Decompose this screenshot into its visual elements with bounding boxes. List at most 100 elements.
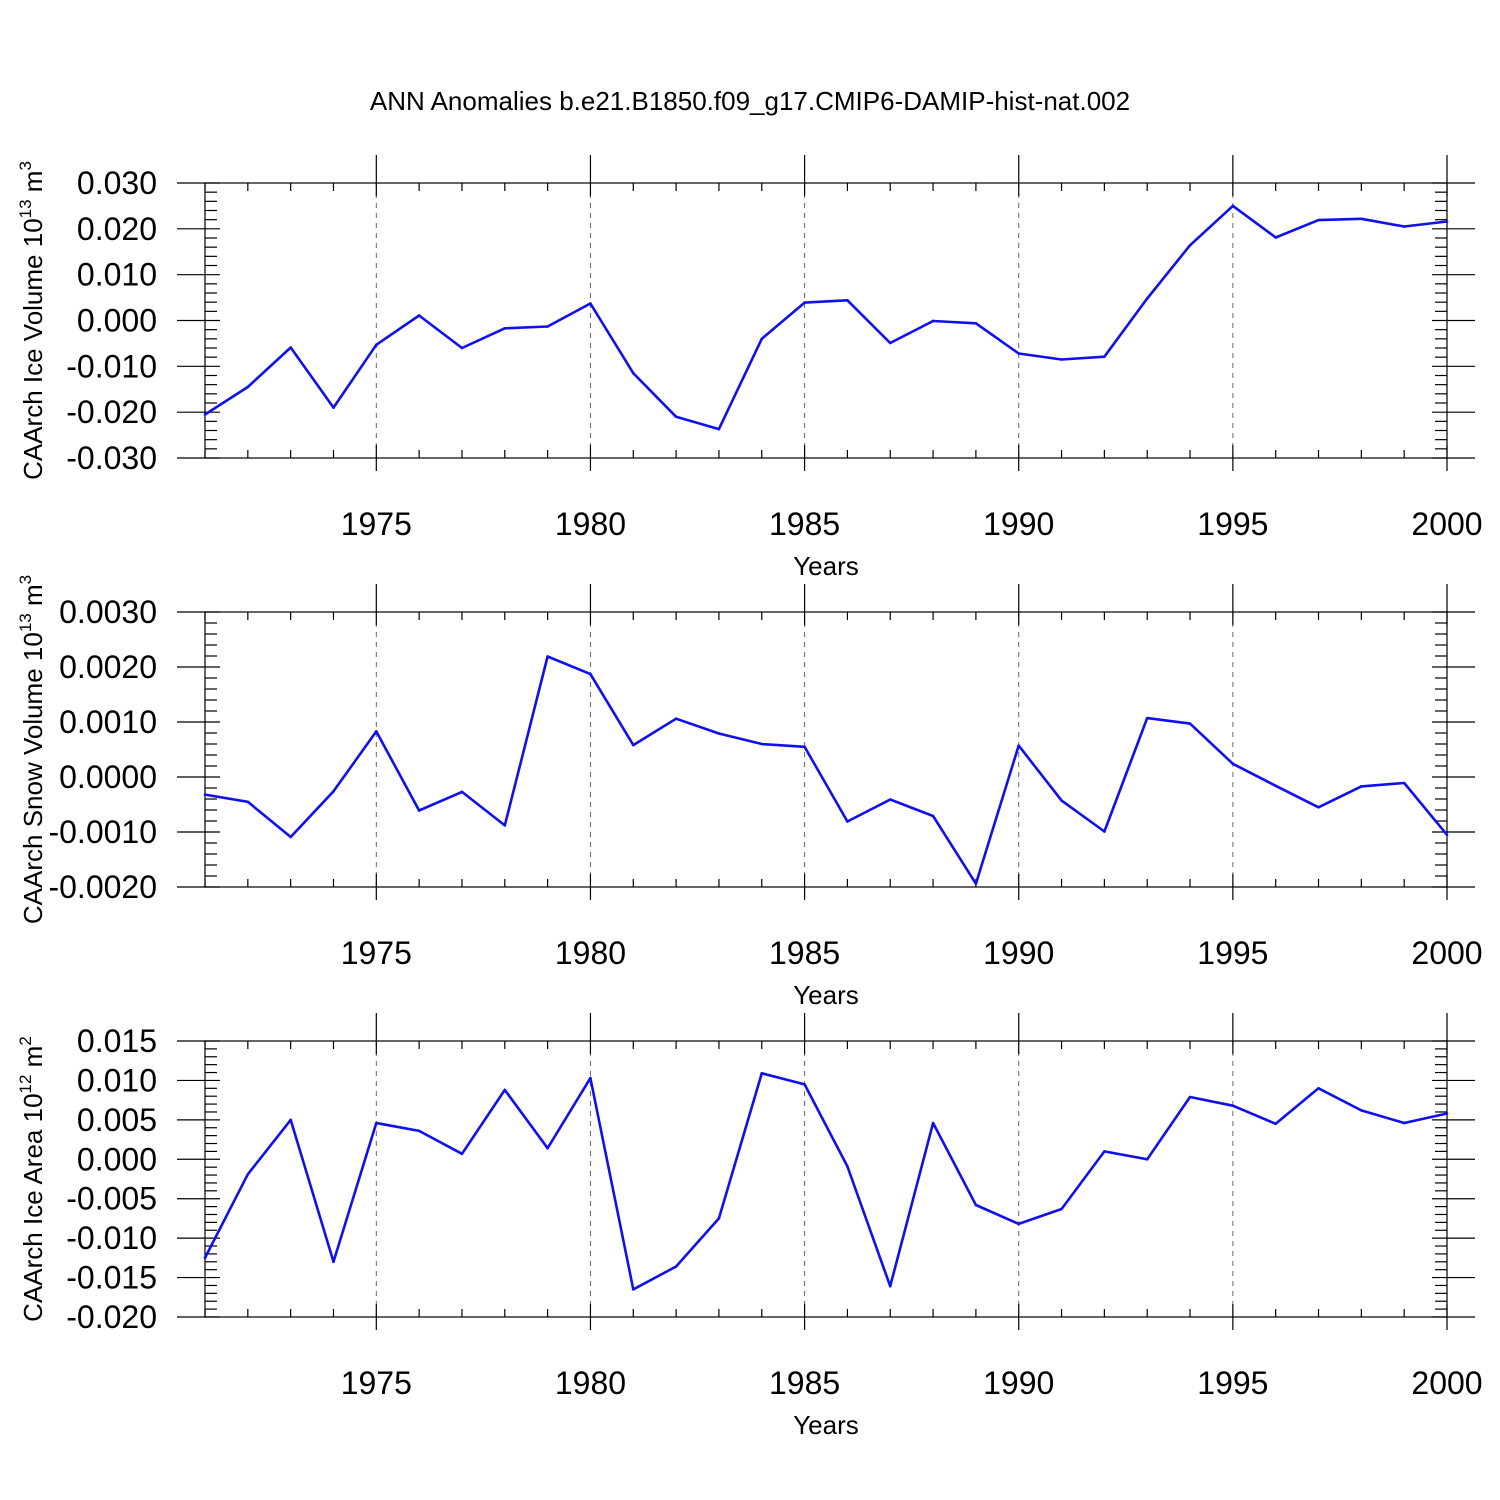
data-point-ice-area (631, 1288, 635, 1291)
data-point-ice-volume (246, 385, 250, 389)
y-tick-label: 0.010 (77, 1062, 157, 1098)
data-point-ice-area (1402, 1121, 1406, 1125)
chart-title: ANN Anomalies b.e21.B1850.f09_g17.CMIP6-… (370, 86, 1130, 116)
x-axis-label: Years (793, 551, 859, 581)
y-axis-label: CAArch Ice Volume 1013 m3 (16, 161, 48, 480)
data-point-ice-area (589, 1076, 592, 1080)
data-point-ice-area (846, 1165, 849, 1168)
data-point-snow-volume (1188, 722, 1192, 725)
data-point-snow-volume (1274, 784, 1277, 788)
plot-frame (204, 182, 1448, 459)
data-point-ice-volume (931, 319, 935, 323)
data-point-ice-volume (631, 371, 635, 375)
data-point-snow-volume (760, 742, 764, 746)
data-point-snow-volume (631, 743, 635, 747)
y-tick-label: 0.005 (77, 1102, 157, 1138)
data-point-snow-volume (289, 835, 292, 839)
y-tick-label: 0.030 (77, 165, 157, 201)
series-line-ice-volume (204, 204, 1448, 431)
data-point-ice-area (803, 1083, 806, 1086)
x-tick-label: 2000 (1411, 1365, 1482, 1401)
data-point-ice-volume (546, 325, 549, 328)
data-point-ice-volume (1060, 358, 1063, 361)
y-tick-label: 0.0010 (59, 704, 157, 740)
data-point-snow-volume (417, 809, 421, 812)
series-line-snow-volume (204, 655, 1449, 886)
x-axis-label: Years (793, 980, 859, 1010)
data-point-ice-area (546, 1146, 549, 1150)
data-point-ice-volume (1231, 204, 1235, 208)
y-tick-label: 0.010 (77, 257, 157, 293)
data-point-ice-volume (1274, 236, 1277, 239)
data-point-ice-volume (846, 299, 849, 302)
data-point-ice-volume (760, 337, 764, 341)
data-point-snow-volume (332, 790, 335, 793)
data-point-ice-volume (1145, 297, 1149, 300)
data-point-ice-area (1317, 1087, 1320, 1090)
y-tick-label: -0.005 (66, 1181, 157, 1217)
data-point-ice-area (760, 1072, 764, 1075)
data-point-ice-area (1103, 1150, 1106, 1153)
y-tick-label: 0.000 (77, 1141, 157, 1177)
y-axis-label-main: CAArch Ice Area 10 (18, 1093, 48, 1321)
x-tick-label: 1985 (769, 506, 840, 542)
data-point-ice-area (332, 1260, 335, 1264)
y-tick-label: -0.020 (66, 1299, 157, 1335)
plot-frame (204, 611, 1448, 888)
data-point-ice-volume (589, 302, 592, 305)
data-point-ice-volume (1017, 352, 1021, 355)
x-tick-label: 1995 (1197, 1365, 1268, 1401)
data-point-ice-volume (1103, 355, 1106, 359)
data-point-snow-volume (1317, 805, 1320, 809)
data-point-ice-area (1188, 1095, 1192, 1099)
panel-snow-volume: -0.0020 -0.0010 0.0000 0.0010 0.0020 0.0030 19… (16, 575, 1483, 1010)
x-tick-label: 1995 (1197, 935, 1268, 971)
y-axis-label-unit: m (18, 171, 48, 200)
plot-frame (204, 1040, 1448, 1318)
y-tick-label: -0.010 (66, 1220, 157, 1256)
y-axis-label: CAArch Snow Volume 1013 m3 (16, 575, 48, 924)
x-tick-label: 1975 (341, 935, 412, 971)
data-point-ice-volume (717, 427, 721, 431)
data-point-ice-volume (1360, 217, 1363, 221)
data-point-snow-volume (1445, 833, 1449, 837)
y-axis-label-unit: m (18, 1046, 48, 1075)
data-point-snow-volume (203, 793, 207, 796)
data-point-ice-area (974, 1203, 978, 1207)
x-tick-label: 1985 (769, 1365, 840, 1401)
data-point-ice-volume (974, 321, 978, 325)
data-point-snow-volume (1360, 785, 1363, 788)
y-axis-label: CAArch Ice Area 1012 m2 (16, 1036, 48, 1322)
data-point-snow-volume (1231, 762, 1235, 766)
data-point-ice-volume (203, 413, 207, 416)
data-point-snow-volume (674, 717, 678, 720)
x-tick-label: 2000 (1411, 506, 1482, 542)
data-point-ice-area (1060, 1207, 1063, 1211)
data-point-snow-volume (375, 730, 378, 733)
data-point-ice-volume (1402, 225, 1406, 228)
data-point-snow-volume (846, 820, 849, 823)
data-point-snow-volume (589, 672, 592, 676)
data-point-ice-area (203, 1256, 207, 1260)
data-point-snow-volume (1060, 799, 1063, 802)
data-point-ice-area (888, 1284, 892, 1288)
x-tick-label: 1980 (555, 506, 626, 542)
data-point-ice-area (1231, 1104, 1235, 1107)
y-axis-label-unit-exp: 3 (16, 575, 35, 584)
x-tick-label: 1990 (983, 935, 1054, 971)
data-point-ice-area (1145, 1157, 1149, 1161)
y-tick-label: 0.0020 (59, 649, 157, 685)
data-point-ice-area (417, 1129, 421, 1133)
data-point-snow-volume (1402, 781, 1406, 785)
y-tick-label: -0.020 (66, 394, 157, 430)
data-point-snow-volume (1017, 744, 1021, 747)
data-point-ice-volume (1317, 218, 1320, 222)
y-tick-label: -0.0020 (48, 869, 157, 905)
data-point-snow-volume (1103, 830, 1106, 833)
x-tick-label: 1975 (341, 506, 412, 542)
data-point-ice-volume (460, 346, 464, 350)
y-tick-label: 0.015 (77, 1023, 157, 1059)
x-tick-label: 2000 (1411, 935, 1482, 971)
data-point-ice-area (1445, 1112, 1449, 1115)
